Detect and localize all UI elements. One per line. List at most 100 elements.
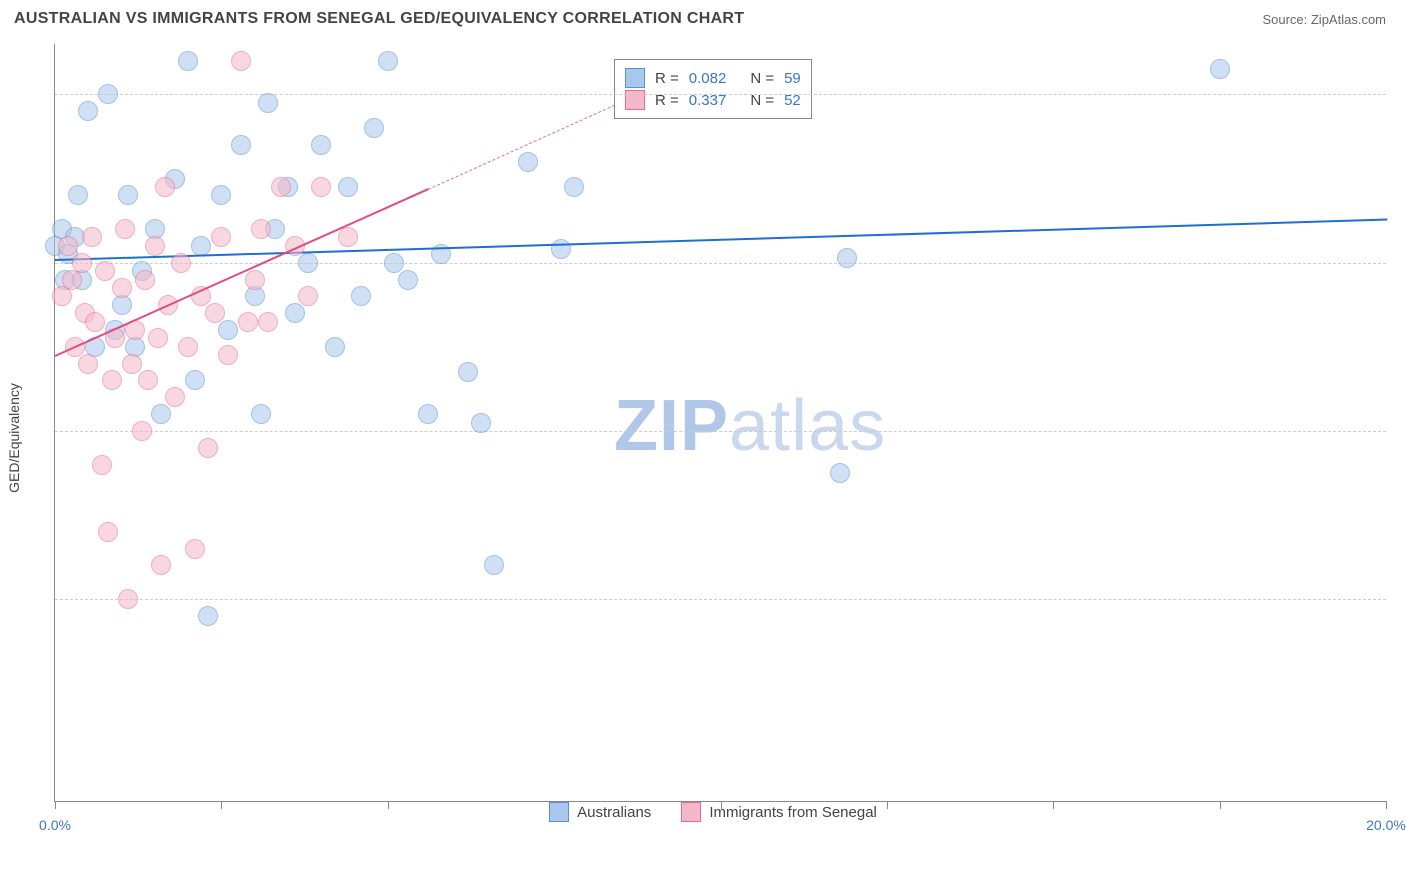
data-point [98,522,118,542]
chart-area: GED/Equivalency ZIPatlas R = 0.082N = 59… [40,44,1386,832]
data-point [191,236,211,256]
data-point [72,253,92,273]
data-point [151,555,171,575]
data-point [171,253,191,273]
y-tick-label: 100.0% [1396,86,1406,102]
data-point [311,135,331,155]
legend-swatch [625,90,645,110]
data-point [178,337,198,357]
data-point [285,303,305,323]
data-point [251,219,271,239]
data-point [102,370,122,390]
watermark: ZIPatlas [614,385,886,467]
data-point [837,248,857,268]
data-point [830,463,850,483]
data-point [298,253,318,273]
chart-header: AUSTRALIAN VS IMMIGRANTS FROM SENEGAL GE… [0,0,1406,34]
gridline [55,599,1386,600]
data-point [1210,59,1230,79]
legend-row: R = 0.082 N = 59 [625,68,801,88]
data-point [211,185,231,205]
data-point [271,177,291,197]
data-point [258,93,278,113]
data-point [484,555,504,575]
data-point [518,152,538,172]
data-point [118,185,138,205]
chart-title: AUSTRALIAN VS IMMIGRANTS FROM SENEGAL GE… [14,10,744,28]
data-point [198,606,218,626]
y-tick-label: 70.0% [1396,591,1406,607]
legend-label: Immigrants from Senegal [709,804,877,821]
data-point [251,404,271,424]
data-point [95,261,115,281]
legend-item: Immigrants from Senegal [681,802,877,822]
data-point [351,286,371,306]
data-point [82,227,102,247]
series-legend: Australians Immigrants from Senegal [40,802,1386,822]
y-tick-label: 90.0% [1396,255,1406,271]
legend-swatch [549,802,569,822]
gridline [55,94,1386,95]
legend-r-value: 0.082 [689,70,727,87]
y-axis-label: GED/Equivalency [6,383,22,493]
data-point [398,270,418,290]
data-point [564,177,584,197]
data-point [298,286,318,306]
gridline [55,431,1386,432]
data-point [135,270,155,290]
data-point [98,84,118,104]
data-point [245,270,265,290]
data-point [78,354,98,374]
legend-item: Australians [549,802,651,822]
data-point [198,438,218,458]
y-tick-label: 80.0% [1396,423,1406,439]
data-point [205,303,225,323]
data-point [148,328,168,348]
x-tick [1386,801,1387,809]
data-point [458,362,478,382]
data-point [338,227,358,247]
stats-legend: R = 0.082 N = 59 R = 0.337N = 52 [614,59,812,119]
data-point [138,370,158,390]
legend-row: R = 0.337N = 52 [625,90,801,110]
chart-source: Source: ZipAtlas.com [1262,12,1386,27]
gridline [55,263,1386,264]
data-point [85,312,105,332]
legend-swatch [625,68,645,88]
data-point [238,312,258,332]
data-point [551,239,571,259]
data-point [218,320,238,340]
data-point [62,270,82,290]
data-point [145,236,165,256]
legend-n-label: N = [750,70,774,87]
data-point [364,118,384,138]
data-point [118,589,138,609]
data-point [68,185,88,205]
data-point [112,278,132,298]
legend-swatch [681,802,701,822]
data-point [178,51,198,71]
legend-n-value: 59 [784,70,801,87]
data-point [258,312,278,332]
plot-region: ZIPatlas R = 0.082N = 59R = 0.337N = 52 … [54,44,1386,802]
data-point [155,177,175,197]
data-point [471,413,491,433]
data-point [58,236,78,256]
data-point [211,227,231,247]
legend-label: Australians [577,804,651,821]
data-point [132,421,152,441]
data-point [384,253,404,273]
data-point [165,387,185,407]
data-point [231,135,251,155]
data-point [78,101,98,121]
trend-line [427,104,614,189]
data-point [231,51,251,71]
data-point [115,219,135,239]
data-point [311,177,331,197]
data-point [185,370,205,390]
legend-r-label: R = [655,70,679,87]
data-point [418,404,438,424]
data-point [185,539,205,559]
data-point [218,345,238,365]
data-point [325,337,345,357]
